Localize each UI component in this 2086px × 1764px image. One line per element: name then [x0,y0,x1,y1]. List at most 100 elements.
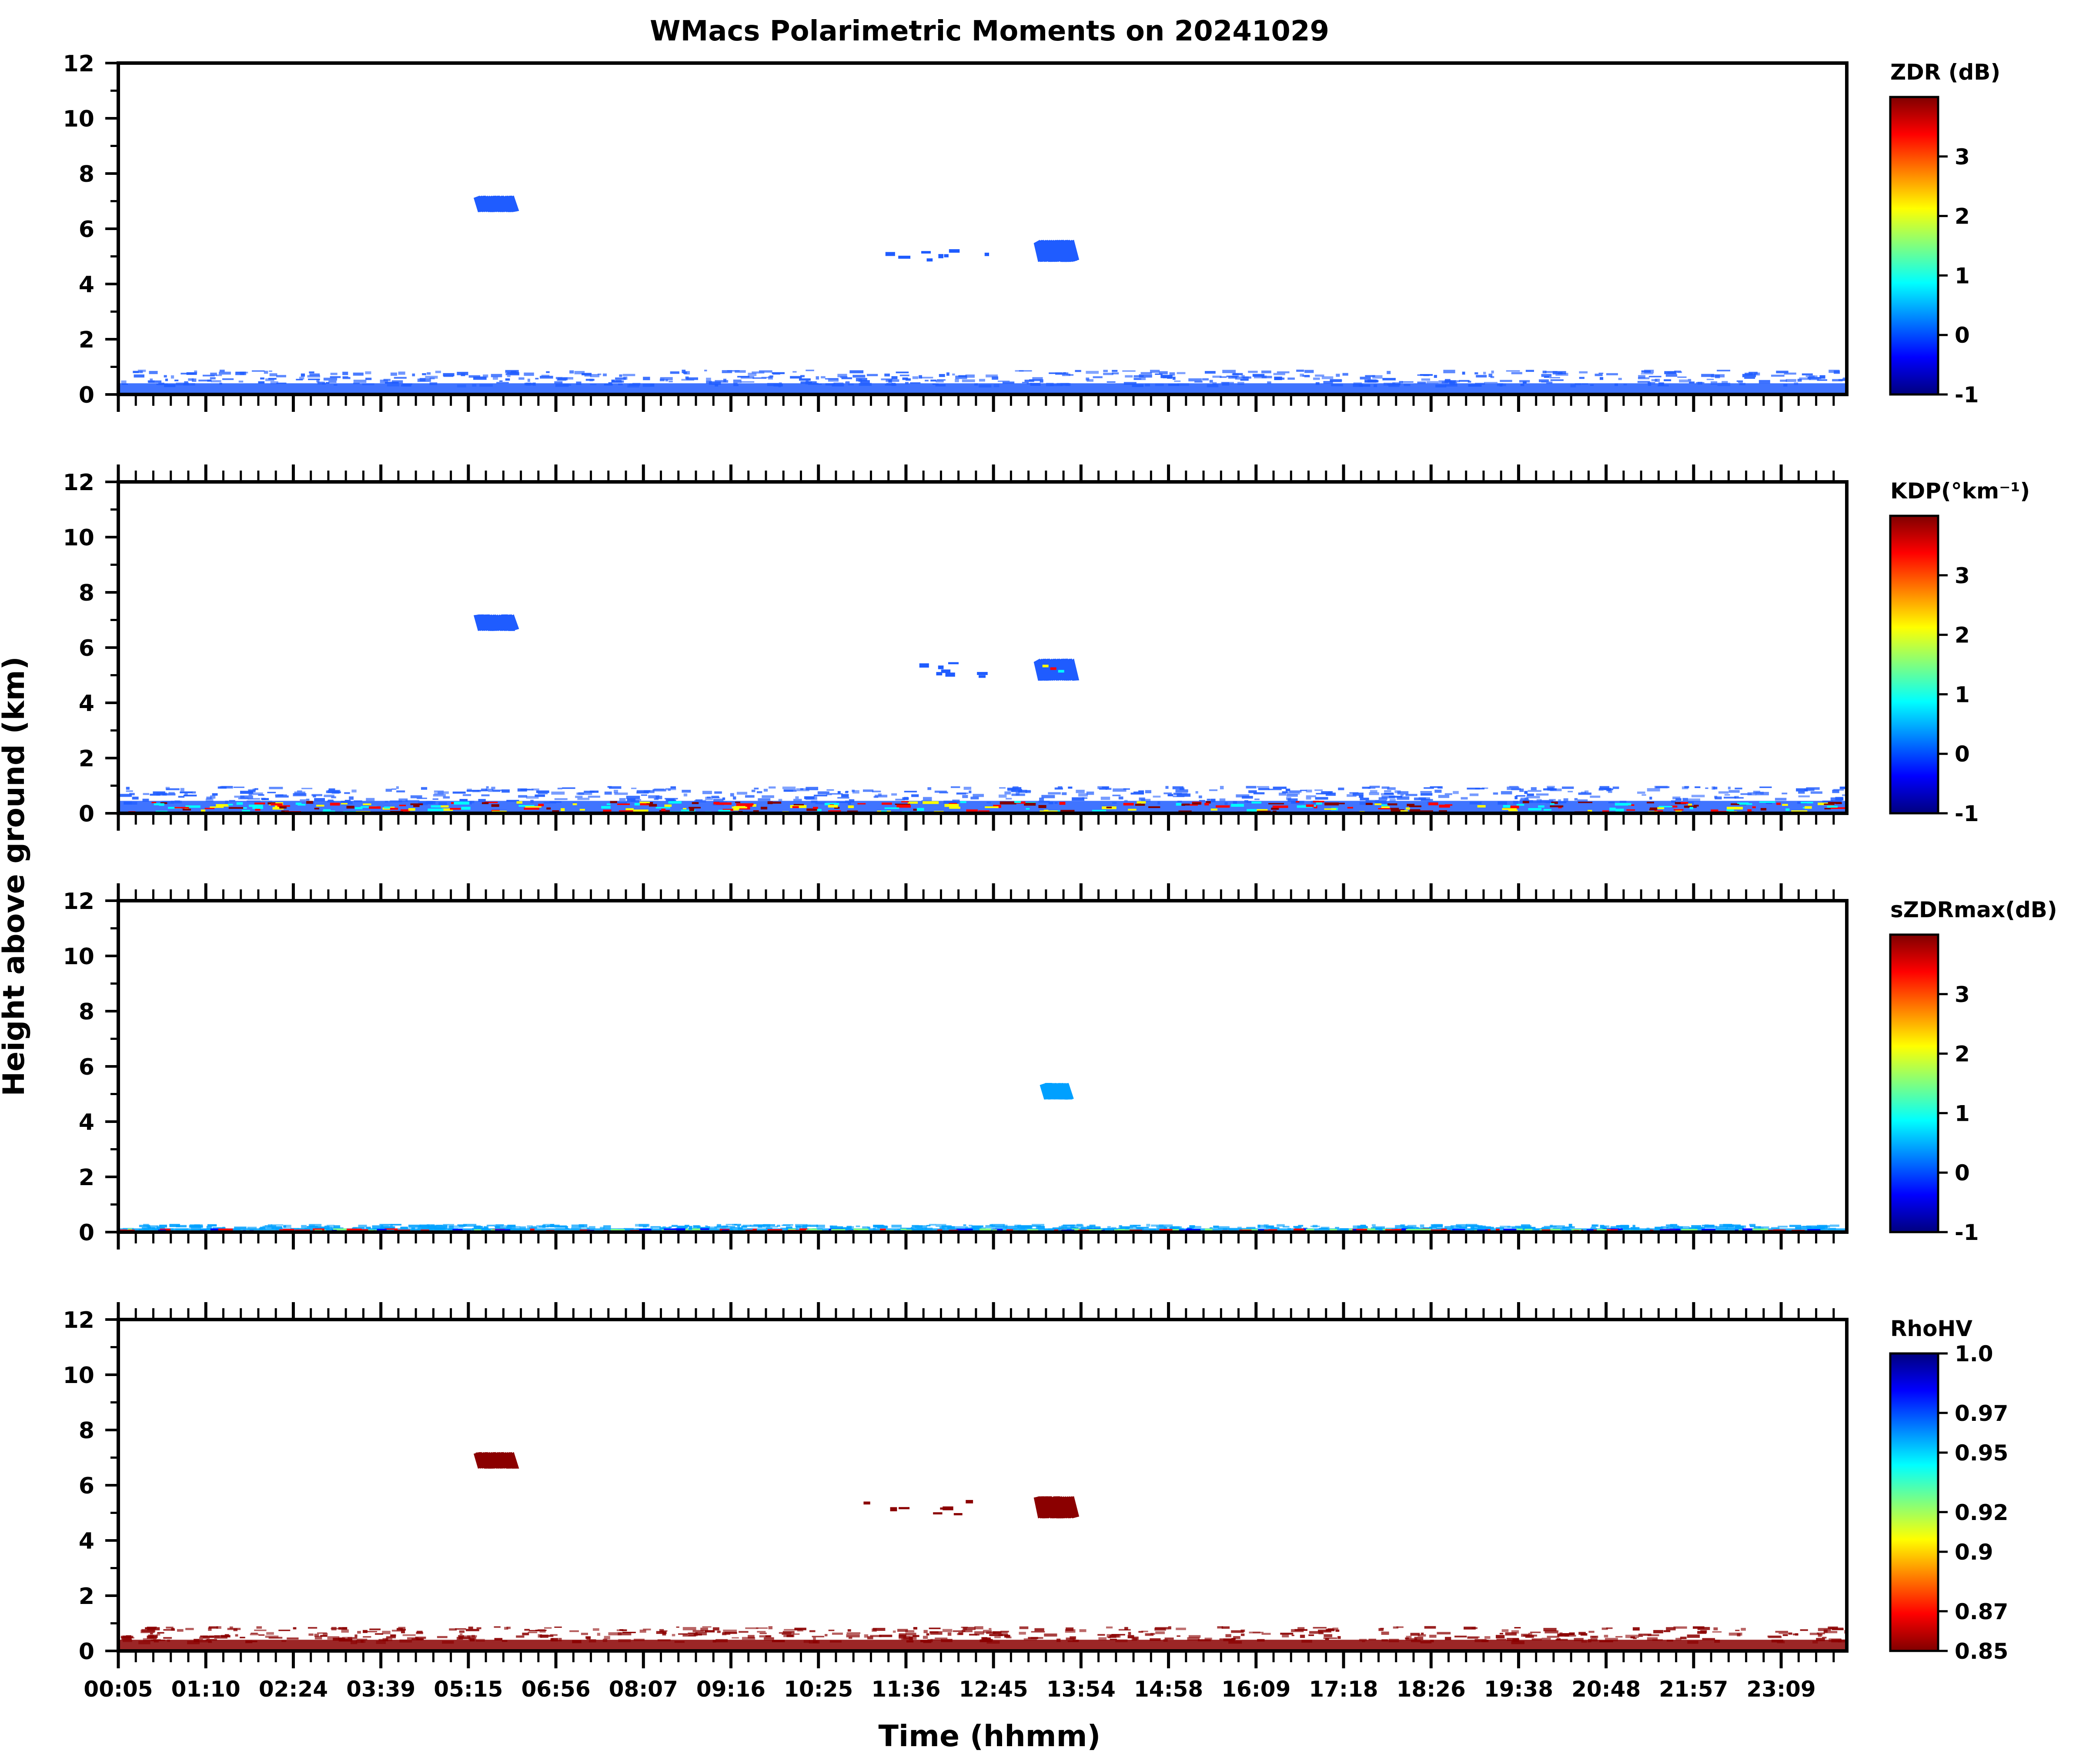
echo-speckle [1233,801,1237,804]
echo-speckle [761,377,772,378]
x-tick-label: 12:45 [959,1677,1028,1702]
echo-speckle [366,798,375,801]
echo-speckle [1242,796,1253,799]
echo-speckle [1106,1626,1113,1629]
echo-speckle [1352,792,1364,796]
echo-speckle [644,790,655,793]
echo-scattered [890,1507,897,1511]
x-tick-label: 13:54 [1046,1677,1116,1702]
echo-speckle [1119,1225,1122,1227]
echo-speckle [1832,789,1839,793]
echo-speckle [860,380,870,384]
echo-speckle [1664,371,1677,374]
echo-speckle [1525,370,1534,372]
echo-speckle [636,790,651,792]
echo-speckle [170,801,182,804]
echo-speckle [1050,384,1063,386]
colorbar [1889,514,1939,815]
echo-speckle [795,1224,808,1227]
echo-speckle [1638,375,1645,379]
echo-speckle [161,801,174,804]
echo-speckle [732,1637,739,1639]
echo-speckle [1409,809,1421,812]
echo-speckle [314,1636,322,1640]
echo-speckle [1715,1226,1728,1229]
echo-speckle [581,1633,588,1635]
echo-speckle [1431,1224,1443,1228]
echo-speckle [689,808,695,812]
echo-speckle [1462,371,1465,375]
echo-speckle [384,801,388,802]
echo-speckle [328,788,335,791]
echo-speckle [208,1627,212,1631]
echo-speckle [391,1630,402,1632]
echo-speckle [635,1224,649,1227]
echo-speckle [1078,793,1088,797]
echo-speckle [1483,371,1486,375]
echo-speckle [655,807,671,808]
echo-speckle [1484,382,1498,384]
echo-speckle [1771,374,1785,377]
echo-speckle [1080,1226,1087,1229]
echo-speckle [751,789,756,792]
echo-speckle [170,375,174,379]
echo-speckle [1444,1226,1454,1229]
echo-speckle [1257,809,1268,811]
echo-speckle [1374,803,1382,805]
echo-speckle [381,1224,389,1228]
echo-speckle [1178,810,1192,812]
echo-speckle [1536,793,1549,796]
echo-speckle [1647,802,1654,804]
echo-cloud-2 [1068,658,1080,681]
echo-speckle [1267,381,1271,384]
x-tick-label: 20:48 [1571,1677,1641,1702]
x-tick-label: 06:56 [521,1677,590,1702]
echo-speckle [1309,1631,1323,1634]
echo-speckle [327,1636,340,1640]
echo-speckle [1198,795,1202,798]
echo-speckle [558,1638,562,1641]
echo-speckle [134,374,144,378]
echo-speckle [1107,1636,1111,1638]
echo-speckle [1019,370,1032,372]
echo-speckle [366,1226,371,1229]
echo-speckle [458,1225,465,1227]
echo-speckle [308,378,320,381]
echo-speckle [165,787,170,790]
echo-speckle [884,373,890,377]
echo-speckle [569,1630,579,1632]
echo-speckle [308,1627,318,1629]
echo-speckle [1268,803,1284,805]
echo-speckle [524,1629,530,1631]
echo-speckle [1016,789,1023,791]
echo-speckle [1336,374,1340,377]
x-tick-label: 21:57 [1659,1677,1728,1702]
echo-speckle [183,383,195,386]
echo-speckle [1747,792,1756,795]
echo-speckle [341,803,348,805]
echo-speckle [306,798,310,801]
echo-speckle [405,800,420,802]
echo-speckle [271,1226,283,1229]
echo-speckle [555,1228,569,1229]
echo-speckle [1541,1637,1551,1640]
echo-speckle [284,1225,291,1228]
echo-speckle [1695,786,1701,788]
echo-speckle [1672,796,1681,800]
echo-speckle [916,1228,924,1230]
echo-speckle [1240,379,1249,381]
echo-speckle [1499,383,1503,387]
echo-speckle [1331,384,1343,387]
echo-speckle [753,810,759,813]
echo-speckle [1599,1640,1613,1643]
panel-zdr-echoes [118,195,1847,394]
echo-speckle [180,788,184,792]
echo-speckle [848,805,854,808]
echo-speckle [1120,1227,1130,1230]
echo-speckle [1041,795,1055,798]
echo-speckle [1334,802,1345,805]
echo-scattered [938,254,943,258]
echo-scattered [984,252,990,256]
echo-speckle [963,1224,966,1226]
echo-speckle [1429,1634,1437,1638]
